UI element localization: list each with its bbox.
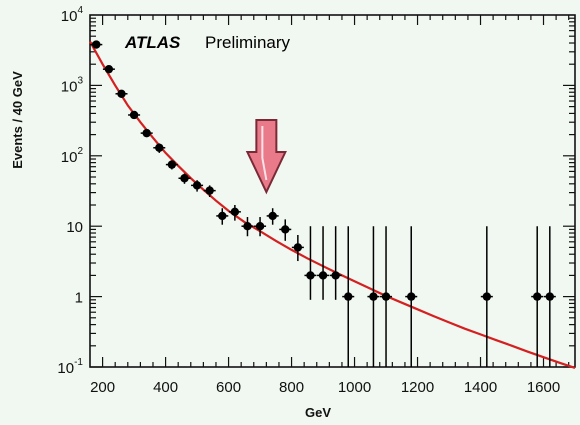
- data-point: [369, 292, 378, 301]
- data-point: [180, 174, 189, 183]
- data-point: [331, 271, 340, 280]
- data-point: [92, 40, 101, 49]
- x-tick-label: 200: [90, 379, 115, 396]
- data-point: [117, 89, 126, 98]
- data-point: [281, 225, 290, 234]
- data-point: [381, 292, 391, 301]
- y-tick-label: 1: [75, 290, 83, 307]
- x-tick-label: 1200: [401, 379, 434, 396]
- experiment-label: ATLAS: [124, 33, 181, 52]
- data-point: [545, 292, 555, 301]
- data-point: [293, 243, 303, 252]
- y-axis-title: Events / 40 GeV: [10, 71, 25, 169]
- annotation-arrow: [245, 119, 287, 195]
- data-point: [243, 222, 252, 231]
- y-axis-ticks: [90, 17, 575, 368]
- y-tick-label: 10-1: [57, 357, 83, 377]
- data-point: [192, 181, 202, 190]
- data-point: [318, 271, 328, 280]
- preliminary-label: Preliminary: [205, 33, 291, 52]
- y-axis-title-group: Events / 40 GeV: [10, 71, 25, 169]
- x-tick-label: 1000: [338, 379, 371, 396]
- data-point: [104, 64, 114, 74]
- fit-curve: [89, 40, 576, 369]
- data-point: [142, 128, 151, 138]
- data-point: [129, 110, 139, 120]
- x-tick-label: 1600: [527, 379, 560, 396]
- data-point: [533, 292, 542, 301]
- y-tick-label: 102: [61, 146, 84, 166]
- data-point: [155, 143, 164, 152]
- x-tick-label: 400: [153, 379, 178, 396]
- data-point: [205, 186, 214, 195]
- down-arrow-icon: [245, 119, 287, 195]
- data-point: [255, 222, 265, 231]
- data-point: [218, 211, 227, 221]
- y-tick-label: 103: [61, 75, 84, 95]
- x-tick-label: 800: [279, 379, 304, 396]
- data-point: [407, 292, 416, 301]
- x-axis-title: GeV: [305, 405, 331, 420]
- data-point: [230, 207, 240, 217]
- data-point: [306, 271, 315, 280]
- x-tick-label: 1400: [464, 379, 497, 396]
- data-point: [344, 292, 353, 301]
- x-tick-label: 600: [216, 379, 241, 396]
- plot-frame: [89, 14, 576, 368]
- arrow-highlight: [261, 126, 268, 181]
- data-point: [482, 292, 492, 301]
- data-point: [167, 160, 177, 169]
- y-tick-label: 10: [66, 219, 83, 236]
- y-axis-tick-labels: 10-1 1 10 102 103 104: [57, 5, 83, 377]
- y-tick-label: 104: [61, 5, 84, 25]
- data-points: [90, 40, 556, 367]
- data-point: [268, 211, 277, 221]
- x-axis-ticks: [101, 15, 570, 367]
- x-axis-tick-labels: 200 400 600 800 1000 1200 1400 1600: [90, 379, 560, 396]
